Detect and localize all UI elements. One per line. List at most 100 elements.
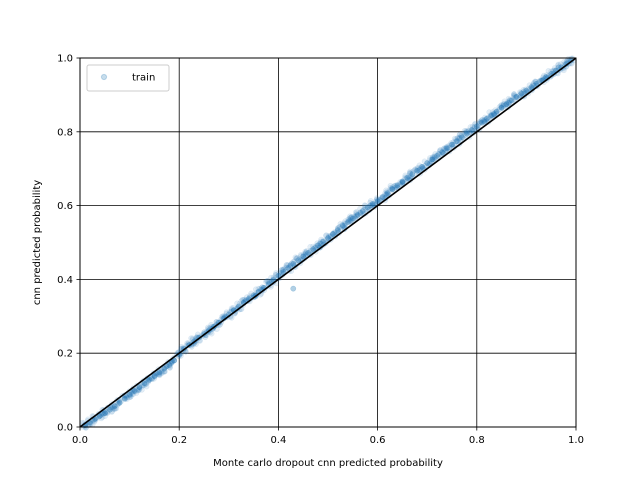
scatter-point [481,117,488,123]
scatter-point [429,156,436,163]
scatter-point [399,178,406,184]
scatter-point [481,119,488,125]
scatter-point [431,154,438,160]
scatter-point [300,253,307,260]
scatter-point [426,157,433,163]
scatter-point [488,113,494,120]
scatter-point [118,398,124,405]
scatter-point [330,231,336,237]
scatter-point [102,413,108,419]
scatter-point [320,238,326,245]
scatter-point [518,89,524,96]
scatter-point [412,166,418,173]
scatter-point [362,204,368,211]
scatter-point [103,408,109,415]
scatter-point [136,386,142,392]
scatter-point [122,395,129,402]
scatter-point [348,213,355,220]
scatter-point [149,375,155,382]
scatter-point [461,132,468,139]
scatter-point [347,216,354,223]
scatter-point [406,169,413,176]
scatter-point [163,363,170,370]
scatter-point [502,102,509,109]
scatter-point [283,265,290,271]
scatter-point [345,217,352,224]
scatter-point [141,382,148,388]
scatter-point [114,402,121,409]
scatter-point [374,199,380,206]
scatter-point [498,104,505,111]
scatter-point [161,365,168,372]
scatter-point [252,286,259,293]
scatter-point [456,135,463,141]
scatter-point [337,226,344,233]
scatter-point [159,367,165,373]
scatter-point [280,269,287,275]
scatter-point [457,134,463,141]
scatter-point [334,225,341,231]
scatter-point [435,151,442,158]
scatter-point [381,192,388,198]
scatter-point [511,91,518,97]
scatter-point [339,222,345,228]
scatter-point [156,372,163,379]
scatter-point [540,74,546,81]
scatter-point [555,64,562,71]
scatter-point [292,254,299,261]
legend-box [86,64,170,92]
scatter-point [457,137,464,144]
scatter-point [167,360,174,367]
scatter-point [353,212,360,219]
scatter-point [455,135,461,141]
scatter-point [498,104,505,111]
scatter-point [354,212,361,219]
scatter-point [391,182,398,189]
scatter-point [483,116,490,122]
scatter-point [340,223,346,229]
scatter-point [387,185,394,191]
scatter-point [353,209,360,215]
scatter-point [405,173,412,179]
scatter-point [156,369,163,376]
scatter-point [489,109,496,115]
scatter-point [275,272,282,279]
scatter-point [550,67,556,74]
scatter-point [135,387,142,394]
scatter-point [341,222,348,229]
scatter-point [367,198,374,204]
scatter-point [354,211,361,218]
scatter-point [464,129,470,135]
scatter-point [482,114,488,121]
scatter-point [317,240,324,247]
scatter-point [478,117,485,124]
scatter-point [171,357,178,364]
scatter-point [472,121,478,128]
scatter-point [464,128,470,135]
scatter-point [290,285,297,292]
scatter-point [349,215,356,222]
scatter-point [293,255,300,262]
scatter-point [348,215,355,221]
scatter-point [526,82,533,89]
scatter-point [223,310,230,317]
scatter-point [424,159,431,166]
scatter-point [446,144,452,151]
scatter-point [219,313,225,320]
legend-marker [100,73,108,81]
scatter-point [498,101,505,108]
scatter-point [529,82,536,89]
scatter-point [555,64,561,71]
scatter-point [466,128,472,135]
scatter-point [184,340,191,346]
scatter-point [441,146,448,152]
scatter-point [149,376,156,382]
scatter-point [310,246,316,252]
scatter-point [104,409,111,416]
scatter-point [116,400,123,407]
scatter-point [421,163,428,169]
scatter-point [152,373,158,380]
scatter-point [384,190,391,196]
scatter-point [477,120,484,126]
scatter-point [557,61,564,67]
